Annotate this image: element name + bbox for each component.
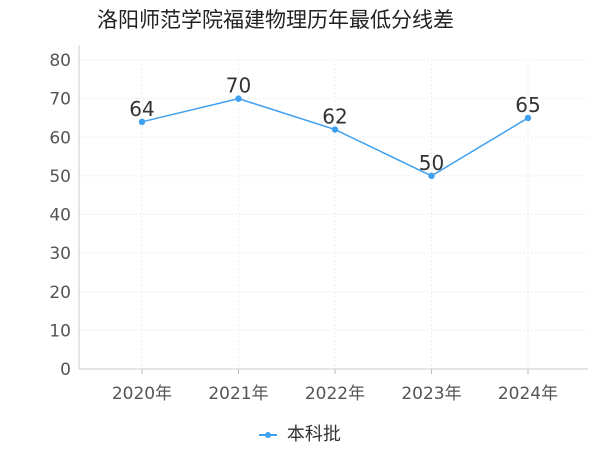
x-tick-labels: 2020年 2021年 2022年 2023年 2024年 [112,384,558,404]
x-tick-label: 2020年 [112,384,172,404]
data-point [331,126,339,133]
legend-swatch-icon [259,429,278,441]
data-point [428,172,435,180]
axes [78,45,588,374]
data-labels: 64 70 62 50 65 [129,74,540,175]
x-tick-label: 2021年 [208,384,268,404]
y-tick-label: 60 [49,128,71,148]
y-tick-label: 40 [49,206,71,226]
y-tick-label: 70 [49,90,71,110]
data-label: 70 [226,74,251,98]
chart-title: 洛阳师范学院福建物理历年最低分线差 [97,8,454,32]
y-tick-label: 0 [60,360,71,380]
series-layer [138,95,532,180]
y-tick-label: 10 [49,321,71,341]
data-label: 65 [515,93,540,117]
y-tick-labels: 0 10 20 30 40 50 60 70 80 [49,51,71,380]
data-label: 50 [419,151,444,175]
data-point [235,95,242,102]
x-tick-label: 2024年 [498,384,558,404]
data-label: 62 [322,105,347,129]
grid-lines [79,59,588,369]
data-point [138,118,146,126]
y-tick-label: 20 [49,283,71,303]
y-tick-label: 30 [49,244,71,264]
data-point [524,114,532,122]
legend-label: 本科批 [286,424,341,445]
data-label: 64 [129,97,154,121]
x-tick-label: 2022年 [305,384,365,404]
legend[interactable]: 本科批 [0,420,600,446]
x-tick-label: 2023年 [401,384,461,404]
y-tick-label: 80 [49,51,71,71]
y-tick-label: 50 [49,167,71,187]
